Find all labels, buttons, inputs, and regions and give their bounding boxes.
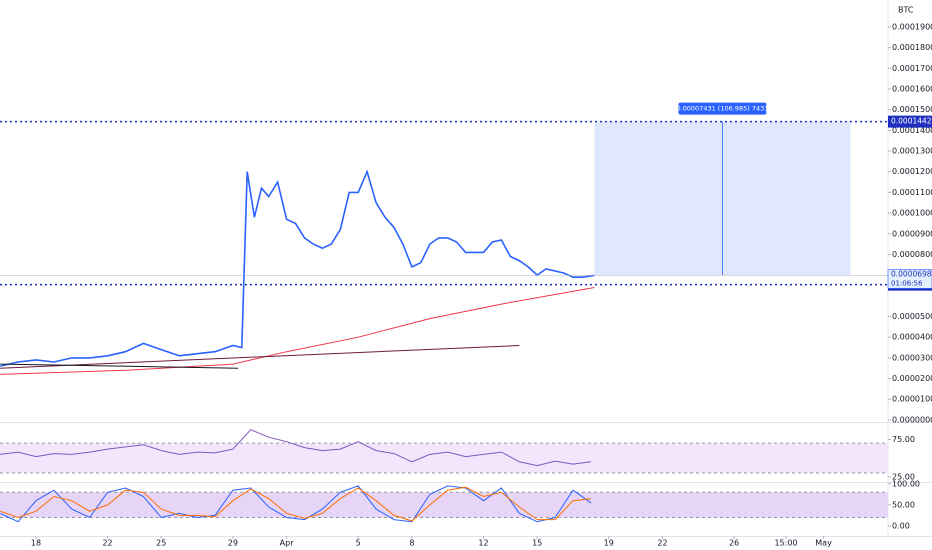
- y-tick-label: 0.00017000: [892, 64, 932, 73]
- y-tick-label: 0.00015000: [892, 105, 932, 114]
- series-line: [0, 169, 595, 367]
- y-tick-label: 0.00011000: [892, 188, 932, 197]
- series-line: [0, 345, 520, 369]
- unit-label: BTC: [898, 6, 914, 15]
- level-label: 0.00014421: [891, 117, 932, 126]
- y-tick-label: 100.00: [892, 479, 920, 488]
- y-tick-label: 75.00: [892, 435, 915, 444]
- y-tick-label: 0.00001000: [892, 395, 932, 404]
- y-tick-label: 0.00019000: [892, 22, 932, 31]
- x-tick-label: 5: [356, 539, 361, 548]
- y-tick-label: 0.00018000: [892, 43, 932, 52]
- x-tick-label: 18: [31, 539, 41, 548]
- x-tick-label: 22: [102, 539, 112, 548]
- x-tick-label: May: [815, 539, 832, 548]
- series-line: [0, 287, 595, 375]
- x-tick-label: 15:00: [774, 539, 797, 548]
- indicator-band: [0, 443, 888, 474]
- y-tick-label: 0.00003000: [892, 353, 932, 362]
- series-line: [0, 429, 591, 467]
- indicator-band: [0, 492, 888, 518]
- x-tick-label: 8: [409, 539, 414, 548]
- y-tick-label: 0.00000000: [892, 415, 932, 424]
- y-tick-label: 25.00: [892, 472, 915, 481]
- x-tick-label: 26: [729, 539, 739, 548]
- y-tick-label: 0.00008000: [892, 250, 932, 259]
- y-tick-label: 0.00: [892, 521, 910, 530]
- x-tick-label: 19: [604, 539, 614, 548]
- series-line: [0, 363, 239, 369]
- last-price-bg: [887, 269, 932, 289]
- y-tick-label: 0.00016000: [892, 84, 932, 93]
- series-line: [0, 486, 591, 522]
- y-tick-label: 0.00009000: [892, 229, 932, 238]
- y-tick-label: 0.00014000: [892, 126, 932, 135]
- y-tick-label: 50.00: [892, 500, 915, 509]
- x-tick-label: 25: [156, 539, 166, 548]
- measure-label: 0.00007431 (106.985) 7431: [676, 105, 768, 113]
- y-tick-label: 0.00004000: [892, 333, 932, 342]
- y-tick-label: 0.00005000: [892, 312, 932, 321]
- countdown: 01:06:56: [891, 279, 923, 287]
- x-tick-label: Apr: [280, 539, 295, 548]
- x-tick-label: 29: [228, 539, 238, 548]
- y-tick-label: 0.00002000: [892, 374, 932, 383]
- x-tick-label: 15: [532, 539, 542, 548]
- x-tick-label: 22: [657, 539, 667, 548]
- measure-label-bg: [678, 102, 767, 115]
- x-tick-label: 12: [478, 539, 488, 548]
- y-tick-label: 0.00013000: [892, 147, 932, 156]
- y-tick-label: 0.00012000: [892, 167, 932, 176]
- level-label-bg: [888, 115, 932, 128]
- last-price-label: 0.00006988: [891, 269, 932, 278]
- y-tick-label: 0.00010000: [892, 209, 932, 218]
